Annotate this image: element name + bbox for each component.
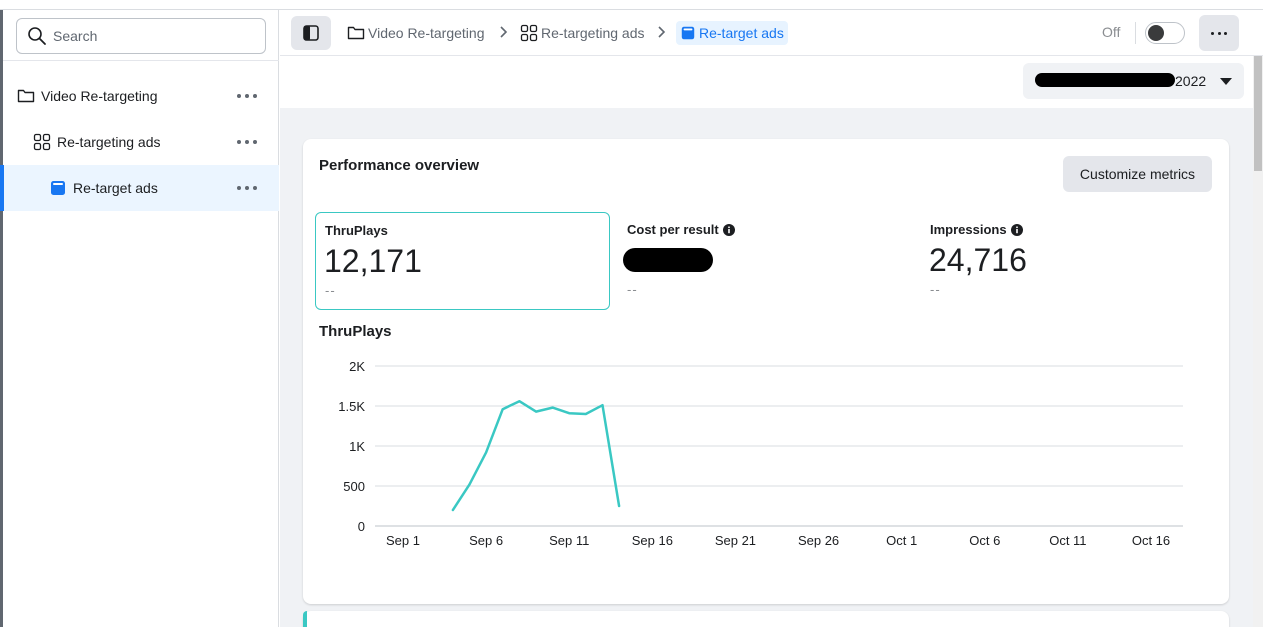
y-tick-label: 0 bbox=[358, 519, 365, 534]
thruplays-line-chart: 0 500 1K 1.5K 2K Sep 1 Sep 6 Sep 11 Sep 16 Sep 21… bbox=[338, 359, 1183, 548]
data-point bbox=[485, 451, 488, 454]
sidebar-panel-icon bbox=[303, 25, 319, 41]
toolbar-divider bbox=[1135, 22, 1136, 44]
redacted-date-range bbox=[1035, 73, 1175, 87]
x-tick-label: Sep 11 bbox=[549, 533, 589, 548]
x-tick-label: Oct 11 bbox=[1049, 533, 1086, 548]
toggle-knob bbox=[1148, 25, 1164, 41]
chevron-right-icon bbox=[500, 26, 508, 38]
data-point bbox=[551, 406, 554, 409]
data-point bbox=[584, 413, 587, 415]
breadcrumb-label: Re-targeting ads bbox=[541, 25, 645, 41]
toggle-status-label: Off bbox=[1102, 24, 1121, 40]
breadcrumb-label: Video Re-targeting bbox=[368, 25, 485, 41]
chevron-right-icon bbox=[658, 26, 666, 38]
sidebar: Video Re-targeting Re-targeting ads Re-t… bbox=[0, 10, 279, 627]
metric-thruplays[interactable]: ThruPlays 12,171 -- bbox=[315, 212, 610, 310]
date-range-year: 2022 bbox=[1175, 73, 1207, 89]
customize-metrics-button[interactable]: Customize metrics bbox=[1063, 156, 1212, 192]
sidebar-item-label: Re-targeting ads bbox=[57, 134, 161, 150]
breadcrumb-label: Re-target ads bbox=[699, 25, 784, 41]
window-top-border bbox=[0, 0, 1263, 10]
breadcrumb-campaign[interactable]: Video Re-targeting bbox=[347, 21, 484, 45]
y-tick-label: 500 bbox=[343, 479, 365, 494]
performance-overview-card: Performance overview Customize metrics T… bbox=[303, 139, 1229, 604]
metric-label: Impressions bbox=[930, 222, 1023, 237]
sidebar-item-adset[interactable]: Re-targeting ads bbox=[3, 119, 279, 165]
sidebar-item-label: Video Re-targeting bbox=[41, 88, 158, 104]
data-point bbox=[568, 412, 571, 415]
info-icon[interactable] bbox=[1010, 223, 1023, 236]
x-tick-label: Sep 26 bbox=[798, 533, 839, 548]
metric-label: ThruPlays bbox=[325, 223, 388, 238]
data-point bbox=[534, 410, 537, 413]
metric-value: 24,716 bbox=[929, 242, 1027, 278]
scrollbar-thumb[interactable] bbox=[1254, 56, 1262, 171]
card-title: Performance overview bbox=[319, 157, 480, 174]
more-options-icon[interactable] bbox=[237, 87, 257, 105]
metric-comparison: -- bbox=[627, 282, 638, 297]
x-tick-label: Sep 6 bbox=[469, 533, 503, 548]
y-tick-label: 1K bbox=[349, 439, 365, 454]
search-box[interactable] bbox=[16, 18, 266, 54]
search-icon bbox=[28, 27, 46, 45]
date-range-picker[interactable]: 2022 bbox=[1023, 63, 1244, 99]
next-card bbox=[303, 611, 1229, 627]
redacted-metric-value bbox=[623, 248, 713, 272]
data-point bbox=[451, 509, 454, 511]
y-tick-label: 1.5K bbox=[338, 399, 365, 414]
y-tick-label: 2K bbox=[349, 359, 365, 374]
toggle-sidebar-button[interactable] bbox=[291, 16, 331, 50]
metric-impressions[interactable]: Impressions 24,716 -- bbox=[921, 212, 1216, 310]
metric-label: Cost per result bbox=[627, 222, 735, 237]
sidebar-item-label: Re-target ads bbox=[73, 180, 158, 196]
search-input[interactable] bbox=[53, 28, 253, 44]
series-line bbox=[451, 399, 621, 512]
ad-status-toggle[interactable] bbox=[1145, 22, 1185, 44]
page-scrollbar[interactable] bbox=[1253, 56, 1263, 627]
more-options-icon[interactable] bbox=[237, 179, 257, 197]
data-point bbox=[601, 404, 604, 407]
sidebar-divider bbox=[3, 60, 279, 61]
main-content: Performance overview Customize metrics T… bbox=[280, 108, 1253, 627]
top-bar: Video Re-targeting Re-targeting ads Re-t… bbox=[280, 10, 1263, 56]
metric-value: 12,171 bbox=[324, 243, 422, 279]
x-tick-label: Oct 1 bbox=[886, 533, 917, 548]
grid-icon bbox=[520, 24, 538, 42]
breadcrumb-ad[interactable]: Re-target ads bbox=[676, 21, 788, 45]
folder-icon bbox=[17, 89, 35, 103]
breadcrumb-adset[interactable]: Re-targeting ads bbox=[520, 21, 645, 45]
data-point bbox=[501, 408, 504, 411]
data-point bbox=[618, 505, 621, 507]
data-point bbox=[468, 483, 471, 486]
grid-icon bbox=[33, 133, 51, 151]
x-tick-label: Sep 1 bbox=[386, 533, 420, 548]
folder-icon bbox=[347, 26, 365, 40]
ad-icon bbox=[681, 26, 695, 40]
date-toolbar: 2022 bbox=[280, 56, 1253, 108]
card-accent bbox=[303, 611, 307, 627]
info-icon[interactable] bbox=[722, 223, 735, 236]
more-options-icon[interactable] bbox=[237, 133, 257, 151]
metric-comparison: -- bbox=[325, 283, 336, 298]
more-actions-button[interactable] bbox=[1199, 15, 1239, 51]
more-options-icon bbox=[1211, 31, 1227, 35]
sidebar-item-campaign[interactable]: Video Re-targeting bbox=[3, 73, 279, 119]
x-tick-label: Oct 16 bbox=[1132, 533, 1170, 548]
window-edge bbox=[0, 0, 3, 627]
x-tick-label: Sep 16 bbox=[632, 533, 673, 548]
sidebar-item-ad[interactable]: Re-target ads bbox=[0, 165, 279, 211]
metric-comparison: -- bbox=[930, 282, 941, 297]
data-point bbox=[518, 400, 521, 403]
ad-icon bbox=[51, 181, 65, 195]
chart-title: ThruPlays bbox=[319, 323, 392, 340]
x-tick-label: Sep 21 bbox=[715, 533, 756, 548]
x-tick-label: Oct 6 bbox=[969, 533, 1000, 548]
metric-cost-per-result[interactable]: Cost per result -- bbox=[618, 212, 913, 310]
caret-down-icon bbox=[1220, 78, 1232, 85]
